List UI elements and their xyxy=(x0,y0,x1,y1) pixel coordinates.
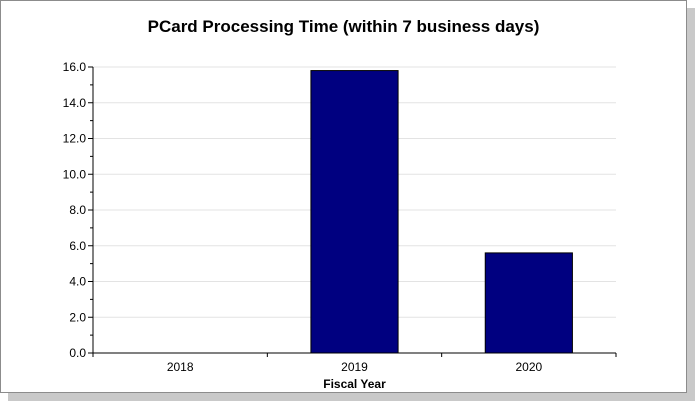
y-tick-label: 8.0 xyxy=(69,203,86,217)
y-tick-label: 2.0 xyxy=(69,310,86,324)
y-tick-label: 4.0 xyxy=(69,275,86,289)
frame-shadow-right xyxy=(687,8,695,401)
y-tick-label: 10.0 xyxy=(63,167,87,181)
y-tick-label: 16.0 xyxy=(63,60,87,74)
x-axis-label: Fiscal Year xyxy=(323,377,386,391)
bar xyxy=(310,70,399,354)
bar xyxy=(484,252,573,354)
y-tick-label: 0.0 xyxy=(69,346,86,360)
x-tick-label: 2020 xyxy=(515,360,542,374)
chart-title: PCard Processing Time (within 7 business… xyxy=(147,17,540,36)
x-tick-label: 2019 xyxy=(341,360,368,374)
x-tick-label: 2018 xyxy=(167,360,194,374)
frame-shadow-bottom xyxy=(8,393,695,401)
y-tick-label: 6.0 xyxy=(69,239,86,253)
y-tick-label: 14.0 xyxy=(63,96,87,110)
y-tick-label: 12.0 xyxy=(63,132,87,146)
